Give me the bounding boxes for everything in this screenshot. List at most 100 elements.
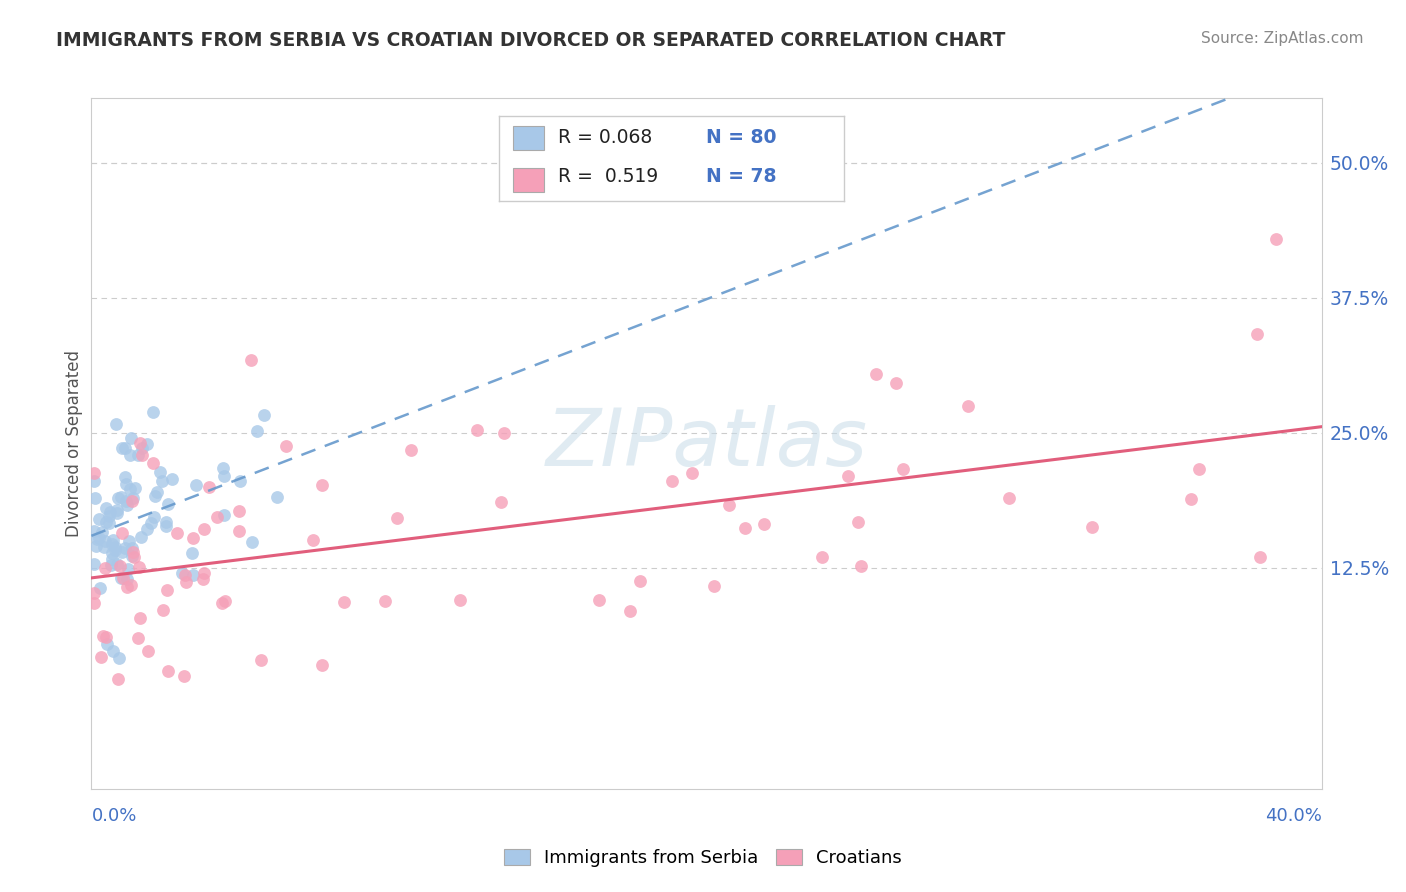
Point (120, 431, 142, 445)
Point (89, 511, 111, 525)
Point (114, 493, 136, 508)
Point (117, 498, 139, 512)
Point (139, 516, 162, 530)
Point (101, 537, 124, 551)
Text: N = 78: N = 78 (706, 168, 776, 186)
Point (1264, 231, 1286, 245)
Point (121, 541, 143, 555)
Point (249, 653, 271, 667)
Point (998, 491, 1021, 505)
Point (83, 474, 105, 488)
Point (122, 550, 145, 565)
Point (83, 585, 105, 599)
Point (628, 574, 651, 589)
Point (1081, 520, 1104, 534)
Point (193, 522, 215, 536)
Point (184, 478, 207, 492)
Point (101, 533, 124, 547)
Text: R =  0.519: R = 0.519 (558, 168, 658, 186)
Point (846, 515, 869, 529)
Point (90, 649, 112, 664)
Point (198, 480, 221, 494)
Text: 0.0%: 0.0% (91, 807, 136, 825)
Point (155, 515, 177, 529)
Point (837, 468, 859, 483)
Point (465, 423, 488, 437)
Point (228, 524, 250, 538)
Point (129, 530, 152, 544)
Point (246, 424, 269, 438)
Point (174, 575, 197, 590)
Point (183, 567, 205, 582)
Point (886, 376, 908, 390)
Point (173, 568, 195, 582)
FancyBboxPatch shape (513, 169, 544, 192)
Point (181, 531, 204, 545)
Point (96, 630, 118, 644)
Point (136, 644, 159, 658)
Point (211, 596, 233, 610)
Point (98, 505, 121, 519)
Point (105, 557, 128, 571)
Point (166, 525, 188, 540)
Point (104, 540, 127, 554)
Point (84, 491, 107, 505)
Point (143, 510, 166, 524)
Text: IMMIGRANTS FROM SERBIA VS CROATIAN DIVORCED OR SEPARATED CORRELATION CHART: IMMIGRANTS FROM SERBIA VS CROATIAN DIVOR… (56, 31, 1005, 50)
Point (228, 475, 250, 489)
Point (449, 593, 471, 607)
Point (104, 542, 127, 557)
Point (170, 566, 193, 580)
Point (114, 469, 136, 483)
Point (157, 664, 180, 678)
Point (240, 534, 263, 549)
Point (93, 540, 115, 554)
Point (311, 658, 333, 673)
Point (101, 644, 124, 658)
Point (212, 469, 235, 483)
Point (619, 604, 641, 618)
Point (107, 491, 129, 505)
Point (253, 409, 276, 423)
Point (266, 490, 288, 504)
Text: ZIPatlas: ZIPatlas (546, 405, 868, 483)
Point (849, 559, 872, 574)
Point (122, 545, 145, 559)
Text: N = 80: N = 80 (706, 128, 776, 146)
Point (101, 546, 124, 560)
Point (142, 405, 165, 419)
Point (110, 571, 132, 585)
Point (1180, 492, 1202, 507)
Point (865, 367, 887, 381)
Point (89, 531, 111, 545)
Point (100, 558, 122, 572)
Point (228, 504, 250, 518)
Point (333, 594, 356, 608)
Point (374, 594, 396, 608)
Point (105, 507, 128, 521)
Point (181, 546, 204, 560)
Y-axis label: Divorced or Separated: Divorced or Separated (65, 351, 83, 537)
Point (891, 462, 914, 476)
Point (211, 461, 233, 475)
Point (956, 399, 979, 413)
Point (128, 560, 150, 574)
Point (128, 610, 150, 624)
Point (118, 448, 141, 462)
Point (205, 510, 228, 524)
Point (111, 545, 134, 559)
Point (83, 596, 105, 610)
Point (114, 541, 136, 556)
Point (811, 549, 834, 564)
Point (86, 532, 108, 546)
Point (111, 525, 134, 540)
Point (121, 491, 143, 505)
Point (703, 579, 725, 593)
Point (117, 562, 139, 576)
Point (84, 539, 107, 553)
Point (118, 534, 141, 549)
Text: 40.0%: 40.0% (1265, 807, 1322, 825)
Point (115, 573, 138, 587)
Point (489, 495, 512, 509)
Point (155, 519, 177, 533)
